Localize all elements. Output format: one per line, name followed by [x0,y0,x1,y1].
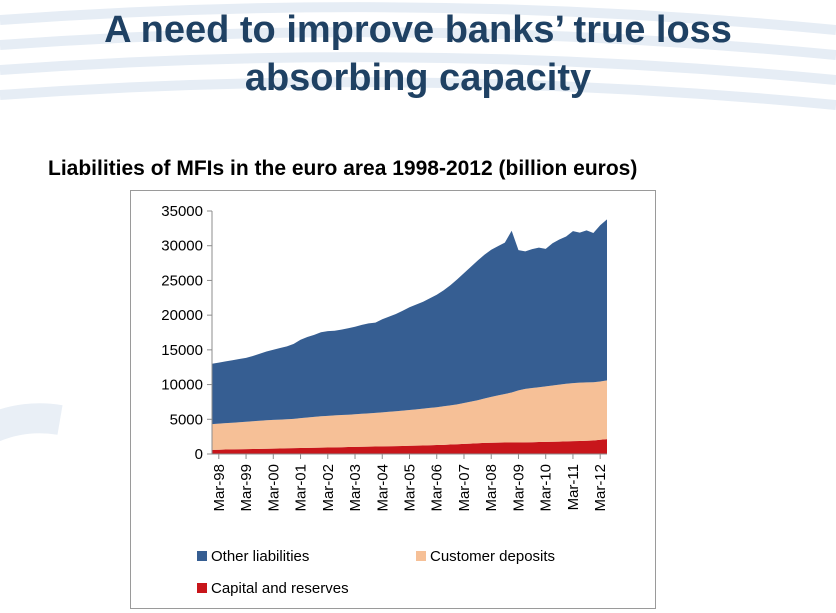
slide-title-line1: A need to improve banks’ true loss [104,9,732,51]
x-tick-label: Mar-12 [592,464,609,512]
x-axis: Mar-98 Mar-99 Mar-00 Mar-01 Mar-02 Mar-03 Mar-… [211,453,609,512]
slide-title-line2: absorbing capacity [244,57,592,99]
chart-container: 0 5000 10000 15000 20000 25000 30000 35000 Mar-… [130,190,656,609]
x-tick-label: Mar-05 [402,464,419,512]
legend-swatch [197,583,207,593]
legend-label: Other liabilities [211,548,309,565]
area-capital-and-reserves [212,439,607,454]
y-tick-label: 0 [195,446,203,463]
y-tick-label: 20000 [161,307,203,324]
y-tick-label: 15000 [161,342,203,359]
legend-label: Capital and reserves [211,580,349,597]
y-tick-label: 25000 [161,272,203,289]
x-tick-label: Mar-02 [320,464,337,512]
y-tick-label: 35000 [161,203,203,220]
x-tick-label: Mar-06 [429,464,446,512]
x-tick-label: Mar-08 [483,464,500,512]
legend-label: Customer deposits [430,548,555,565]
x-tick-label: Mar-98 [211,464,228,512]
area-customer-deposits [212,380,607,450]
x-tick-label: Mar-09 [510,464,527,512]
x-tick-label: Mar-10 [538,464,555,512]
legend-swatch [416,551,426,561]
x-tick-label: Mar-11 [565,464,582,510]
x-tick-label: Mar-07 [456,464,473,512]
x-tick-label: Mar-04 [374,464,391,512]
chart-areas [212,219,607,454]
x-tick-label: Mar-03 [347,464,364,512]
y-tick-label: 5000 [170,411,203,428]
area-chart: 0 5000 10000 15000 20000 25000 30000 35000 Mar-… [161,203,609,597]
y-tick-label: 10000 [161,377,203,394]
chart-title: Liabilities of MFIs in the euro area 199… [48,157,638,180]
x-tick-label: Mar-01 [293,464,310,512]
slide-title: A need to improve banks’ true loss absor… [0,6,836,102]
legend-swatch [197,551,207,561]
y-axis: 0 5000 10000 15000 20000 25000 30000 35000 [161,203,213,463]
x-tick-label: Mar-99 [238,464,255,512]
x-tick-label: Mar-00 [265,464,282,512]
chart-legend: Other liabilities Customer deposits Capita… [197,548,555,597]
y-tick-label: 30000 [161,238,203,255]
area-other-liabilities [212,219,607,425]
